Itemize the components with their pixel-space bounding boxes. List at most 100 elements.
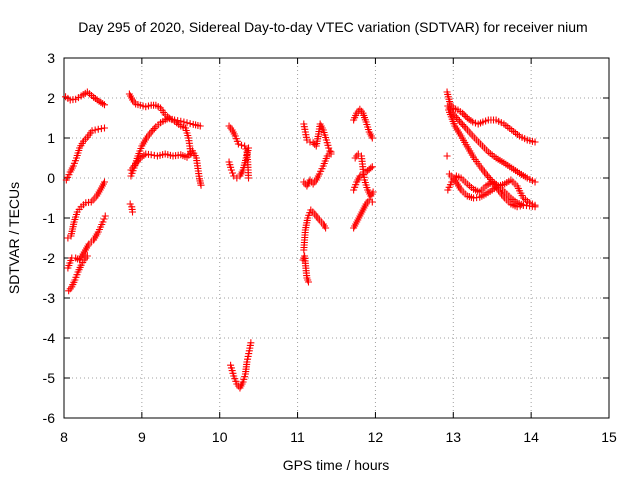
series-trace-12 bbox=[227, 339, 255, 392]
data-point bbox=[91, 126, 99, 134]
series-trace-11 bbox=[225, 144, 253, 182]
x-axis-label: GPS time / hours bbox=[283, 457, 390, 473]
data-point bbox=[460, 122, 468, 130]
data-point bbox=[88, 127, 96, 135]
series-trace-03 bbox=[64, 178, 108, 242]
series-trace-16 bbox=[299, 252, 312, 286]
y-tick-label: -5 bbox=[43, 370, 56, 386]
y-tick-label: 1 bbox=[47, 130, 55, 146]
data-point bbox=[460, 111, 468, 119]
data-point bbox=[519, 201, 527, 209]
y-tick-label: -6 bbox=[43, 410, 56, 426]
data-point bbox=[513, 203, 521, 211]
x-tick-label: 9 bbox=[138, 429, 146, 445]
data-point bbox=[100, 101, 108, 109]
y-tick-label: -4 bbox=[43, 330, 56, 346]
series-trace-22 bbox=[444, 102, 539, 186]
series-trace-02 bbox=[62, 124, 108, 184]
data-point bbox=[129, 208, 137, 216]
data-point bbox=[325, 144, 333, 152]
chart-title: Day 295 of 2020, Sidereal Day-to-day VTE… bbox=[78, 19, 587, 35]
data-point bbox=[531, 178, 539, 186]
data-point bbox=[150, 125, 158, 133]
data-point bbox=[100, 178, 108, 186]
series-trace-06 bbox=[125, 90, 204, 130]
series-trace-19 bbox=[350, 196, 376, 232]
y-tick-label: -3 bbox=[43, 290, 56, 306]
plot-frame bbox=[63, 57, 610, 419]
data-point bbox=[180, 118, 188, 126]
y-axis-label: SDTVAR / TECUs bbox=[6, 182, 22, 294]
data-point bbox=[457, 119, 465, 127]
data-point bbox=[234, 140, 242, 148]
series-trace-04 bbox=[64, 212, 109, 272]
data-point bbox=[368, 198, 376, 206]
data-point bbox=[369, 188, 377, 196]
x-tick-label: 13 bbox=[445, 429, 461, 445]
data-point bbox=[227, 166, 235, 174]
y-tick-label: 0 bbox=[47, 170, 55, 186]
x-tick-label: 15 bbox=[601, 429, 617, 445]
data-point bbox=[309, 139, 317, 147]
data-point bbox=[97, 125, 105, 133]
data-point bbox=[197, 181, 205, 189]
data-point bbox=[484, 172, 492, 180]
data-point bbox=[485, 174, 493, 182]
series-trace-17 bbox=[350, 105, 376, 142]
grid-lines bbox=[64, 58, 609, 418]
y-tick-label: 2 bbox=[47, 90, 55, 106]
data-point bbox=[99, 218, 107, 226]
data-point bbox=[322, 224, 330, 232]
data-point bbox=[462, 112, 470, 120]
series-trace-08 bbox=[127, 147, 205, 189]
data-point bbox=[367, 164, 375, 172]
data-point bbox=[245, 174, 253, 182]
data-point bbox=[147, 151, 155, 159]
series-trace-05 bbox=[65, 252, 91, 295]
series-trace-25 bbox=[445, 170, 539, 209]
data-point bbox=[304, 278, 312, 286]
data-point bbox=[306, 138, 314, 146]
series-trace-26 bbox=[443, 152, 451, 160]
series-trace-21 bbox=[443, 88, 539, 146]
series-trace-07 bbox=[127, 114, 195, 180]
series-trace-20 bbox=[351, 150, 377, 200]
data-point bbox=[83, 252, 91, 260]
data-point bbox=[516, 202, 524, 210]
series-trace-01 bbox=[62, 88, 108, 109]
data-point bbox=[245, 144, 253, 152]
data-point bbox=[326, 147, 334, 155]
data-point bbox=[247, 339, 255, 347]
x-tick-label: 8 bbox=[60, 429, 68, 445]
data-point bbox=[229, 169, 237, 177]
data-point bbox=[94, 125, 102, 133]
series-trace-09 bbox=[126, 200, 137, 216]
y-tick-label: -1 bbox=[43, 210, 56, 226]
data-point bbox=[183, 119, 191, 127]
x-tick-label: 10 bbox=[212, 429, 228, 445]
data-point bbox=[100, 124, 108, 132]
y-tick-label: 3 bbox=[47, 50, 55, 66]
data-point bbox=[452, 114, 460, 122]
data-point bbox=[149, 126, 157, 134]
data-point bbox=[147, 128, 155, 136]
data-point bbox=[459, 109, 467, 117]
data-point bbox=[531, 201, 539, 209]
data-point bbox=[443, 152, 451, 160]
data-point bbox=[459, 121, 467, 129]
data-point bbox=[368, 134, 376, 142]
data-point bbox=[100, 215, 108, 223]
data-point bbox=[238, 141, 246, 149]
series-trace-13 bbox=[300, 120, 335, 158]
data-point bbox=[368, 163, 376, 171]
data-point bbox=[101, 212, 109, 220]
x-tick-label: 11 bbox=[290, 429, 305, 445]
data-point bbox=[456, 117, 464, 125]
data-point bbox=[531, 138, 539, 146]
data-point bbox=[186, 120, 194, 128]
data-point bbox=[327, 148, 335, 156]
y-tick-label: -2 bbox=[43, 250, 56, 266]
series-trace-15 bbox=[300, 206, 330, 254]
